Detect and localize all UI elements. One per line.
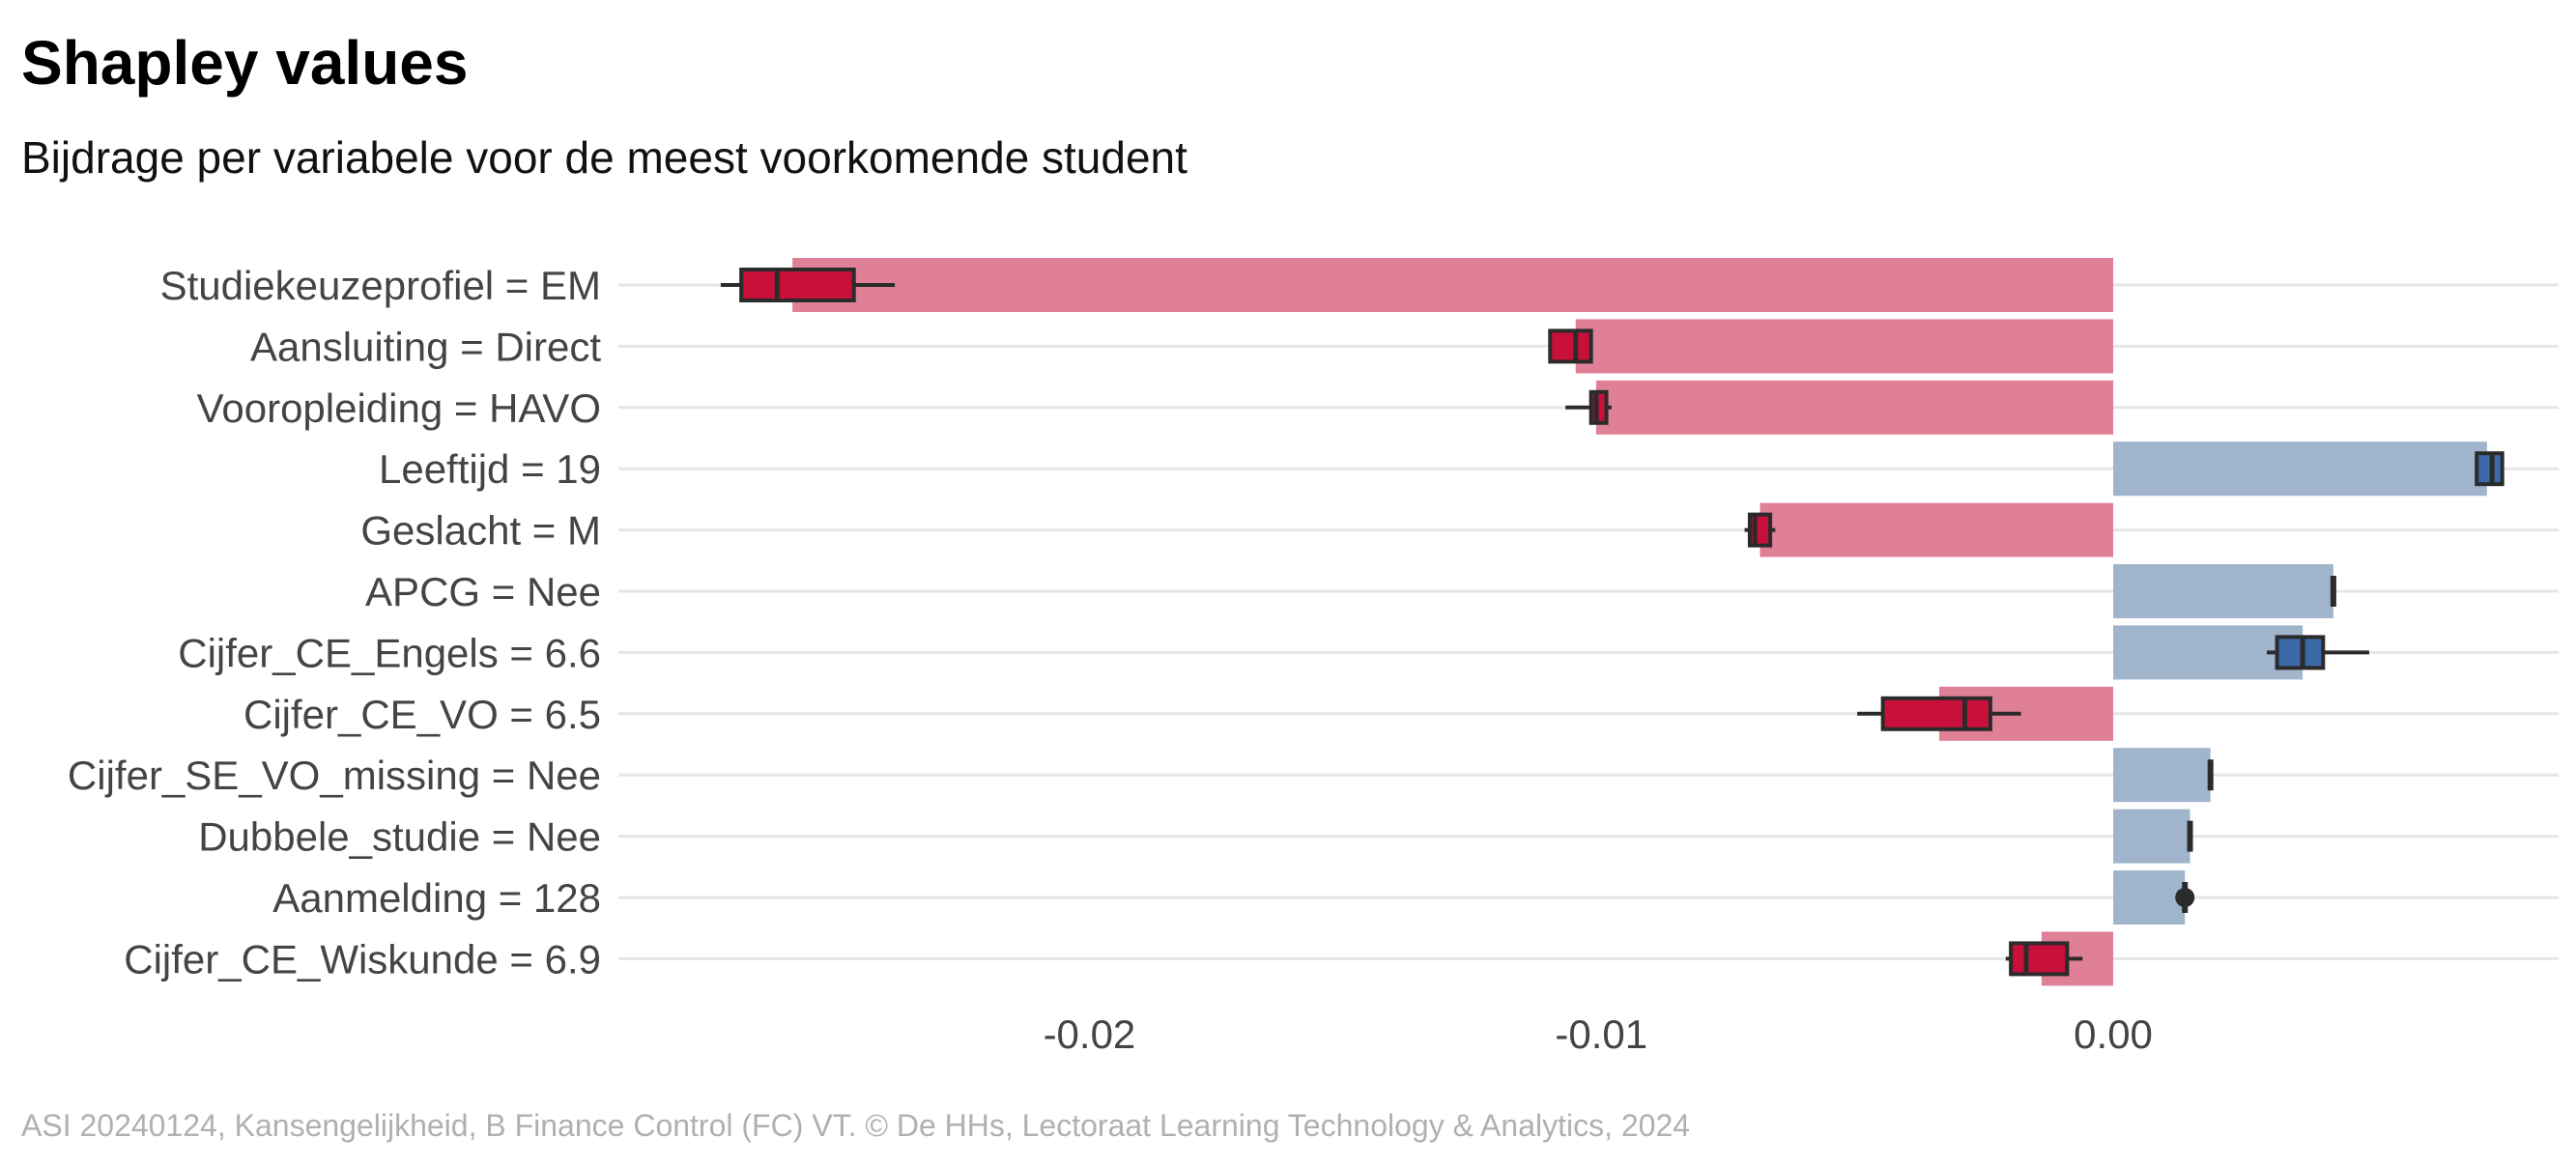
- row-label: Aansluiting = Direct: [250, 324, 601, 369]
- shapley-bar: [2113, 748, 2211, 803]
- x-tick-label: -0.02: [1044, 1011, 1136, 1057]
- boxplot: [1744, 512, 1776, 548]
- chart-subtitle: Bijdrage per variabele voor de meest voo…: [21, 132, 1188, 183]
- boxplot-box: [2207, 759, 2214, 791]
- boxplot: [2330, 576, 2336, 607]
- shapley-bar: [2113, 809, 2190, 864]
- boxplot: [2267, 635, 2369, 670]
- row-label: Leeftijd = 19: [379, 446, 601, 492]
- row-label: Dubbele_studie = Nee: [198, 814, 601, 860]
- boxplot: [1857, 696, 2021, 731]
- grid-layer: [618, 283, 2559, 960]
- boxplot-box: [2275, 635, 2326, 670]
- chart-caption: ASI 20240124, Kansengelijkheid, B Financ…: [21, 1108, 1691, 1143]
- shapley-bar: [2113, 441, 2487, 497]
- boxplot: [2187, 820, 2193, 852]
- row-label: Cijfer_CE_VO = 6.5: [243, 692, 601, 737]
- boxplot-box: [2475, 451, 2504, 487]
- box-layer: [720, 268, 2504, 977]
- boxplot: [2475, 451, 2504, 487]
- boxplot-box: [1548, 328, 1593, 364]
- row-label-layer: Studiekeuzeprofiel = EM Aansluiting = Dir…: [68, 263, 601, 982]
- boxplot-box: [739, 268, 856, 302]
- x-tick-layer: -0.02 -0.01 0.00: [1044, 1011, 2153, 1057]
- boxplot: [720, 268, 896, 302]
- row-label: Studiekeuzeprofiel = EM: [160, 263, 601, 308]
- bar-layer: [792, 258, 2487, 986]
- shapley-bar: [792, 258, 2114, 312]
- shapley-bar: [1575, 319, 2114, 374]
- boxplot-box: [1880, 696, 1992, 731]
- boxplot: [2207, 759, 2214, 791]
- boxplot-box: [2182, 882, 2189, 913]
- boxplot: [2005, 941, 2083, 977]
- x-tick-label: -0.01: [1555, 1011, 1647, 1057]
- shapley-bar: [2113, 870, 2186, 925]
- row-label: Cijfer_CE_Wiskunde = 6.9: [124, 936, 601, 982]
- boxplot: [1548, 328, 1593, 364]
- boxplot: [1565, 389, 1612, 425]
- shapley-bar: [2113, 564, 2333, 618]
- shapley-bar: [1760, 502, 2114, 557]
- boxplot: [2175, 882, 2195, 913]
- boxplot-box: [2330, 576, 2336, 607]
- shapley-bar: [1595, 380, 2114, 435]
- row-label: APCG = Nee: [365, 569, 601, 614]
- row-label: Vooropleiding = HAVO: [197, 385, 601, 431]
- boxplot-box: [2187, 820, 2193, 852]
- row-label: Cijfer_SE_VO_missing = Nee: [68, 753, 601, 798]
- row-label: Geslacht = M: [360, 508, 601, 554]
- boxplot-box: [1589, 389, 1609, 425]
- row-label: Aanmelding = 128: [272, 875, 601, 921]
- chart-title: Shapley values: [21, 28, 469, 98]
- row-label: Cijfer_CE_Engels = 6.6: [178, 630, 601, 675]
- x-tick-label: 0.00: [2074, 1011, 2153, 1057]
- boxplot-box: [2009, 941, 2070, 977]
